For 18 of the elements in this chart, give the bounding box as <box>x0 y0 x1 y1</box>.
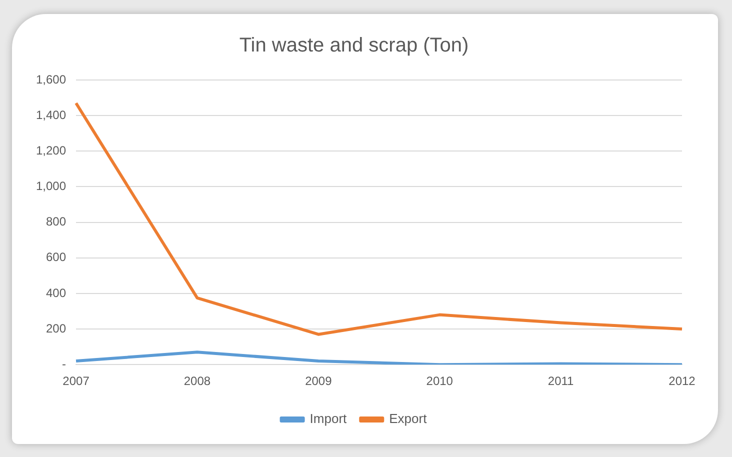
y-tick-label: - <box>62 356 66 371</box>
chart-title: Tin waste and scrap (Ton) <box>239 34 469 57</box>
x-tick-label: 2011 <box>548 374 574 388</box>
y-tick-label: 400 <box>46 286 66 300</box>
y-tick-label: 1,200 <box>36 143 66 158</box>
x-tick-label: 2008 <box>184 374 211 388</box>
x-tick-label: 2010 <box>426 374 454 388</box>
x-tick-label: 2007 <box>62 374 90 388</box>
legend-label: Export <box>389 411 428 426</box>
x-tick-label: 2012 <box>668 374 696 388</box>
y-tick-label: 600 <box>46 250 66 264</box>
legend-label: Import <box>310 411 348 426</box>
y-tick-label: 1,000 <box>36 179 66 194</box>
y-tick-label: 800 <box>46 214 66 229</box>
y-tick-label: 1,600 <box>36 72 66 86</box>
y-tick-label: 1,400 <box>36 108 66 122</box>
x-tick-label: 2009 <box>305 374 332 388</box>
y-tick-label: 200 <box>46 321 66 336</box>
